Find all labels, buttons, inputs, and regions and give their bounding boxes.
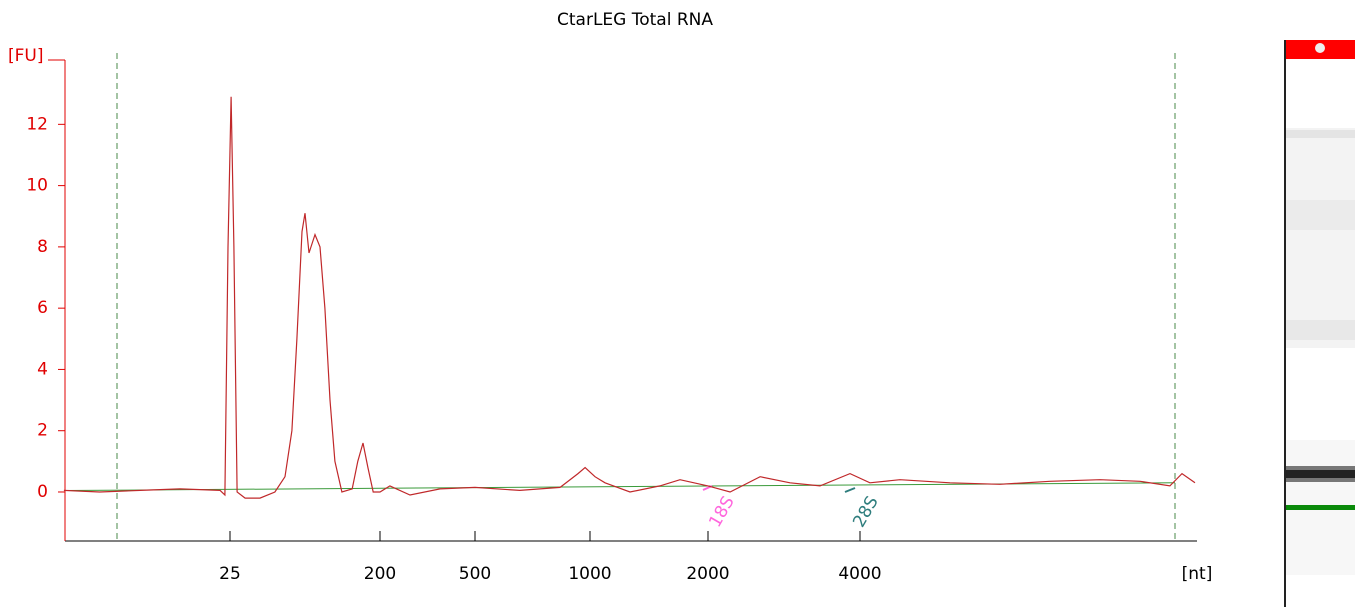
lane-marker <box>1286 505 1355 510</box>
x-tick-label: 4000 <box>838 564 881 584</box>
x-tick-label: 1000 <box>568 564 611 584</box>
lane-smear <box>1286 128 1355 348</box>
x-axis-label: [nt] <box>1182 564 1213 584</box>
lane-band <box>1286 130 1355 138</box>
y-axis-label: [FU] <box>8 46 44 66</box>
y-tick-label: 10 <box>26 176 48 196</box>
gel-lane <box>1284 40 1355 607</box>
y-tick-label: 0 <box>37 482 48 502</box>
x-tick-label: 25 <box>219 564 241 584</box>
y-tick-label: 2 <box>37 421 48 441</box>
y-tick-label: 6 <box>37 298 48 318</box>
lane-band <box>1286 320 1355 340</box>
y-tick-label: 4 <box>37 359 48 379</box>
trace <box>63 96 1196 499</box>
x-tick-label: 200 <box>364 564 396 584</box>
lane-band <box>1286 200 1355 230</box>
y-tick-label: 8 <box>37 237 48 257</box>
x-tick-label: 500 <box>459 564 491 584</box>
x-tick-label: 2000 <box>686 564 729 584</box>
lane-band <box>1286 470 1355 478</box>
chart-title: CtarLEG Total RNA <box>557 10 713 30</box>
peak-tick <box>844 487 856 493</box>
annotation: 18S <box>705 493 739 531</box>
lane-dot <box>1315 43 1325 53</box>
annotation: 28S <box>849 493 883 531</box>
y-tick-label: 12 <box>26 114 48 134</box>
